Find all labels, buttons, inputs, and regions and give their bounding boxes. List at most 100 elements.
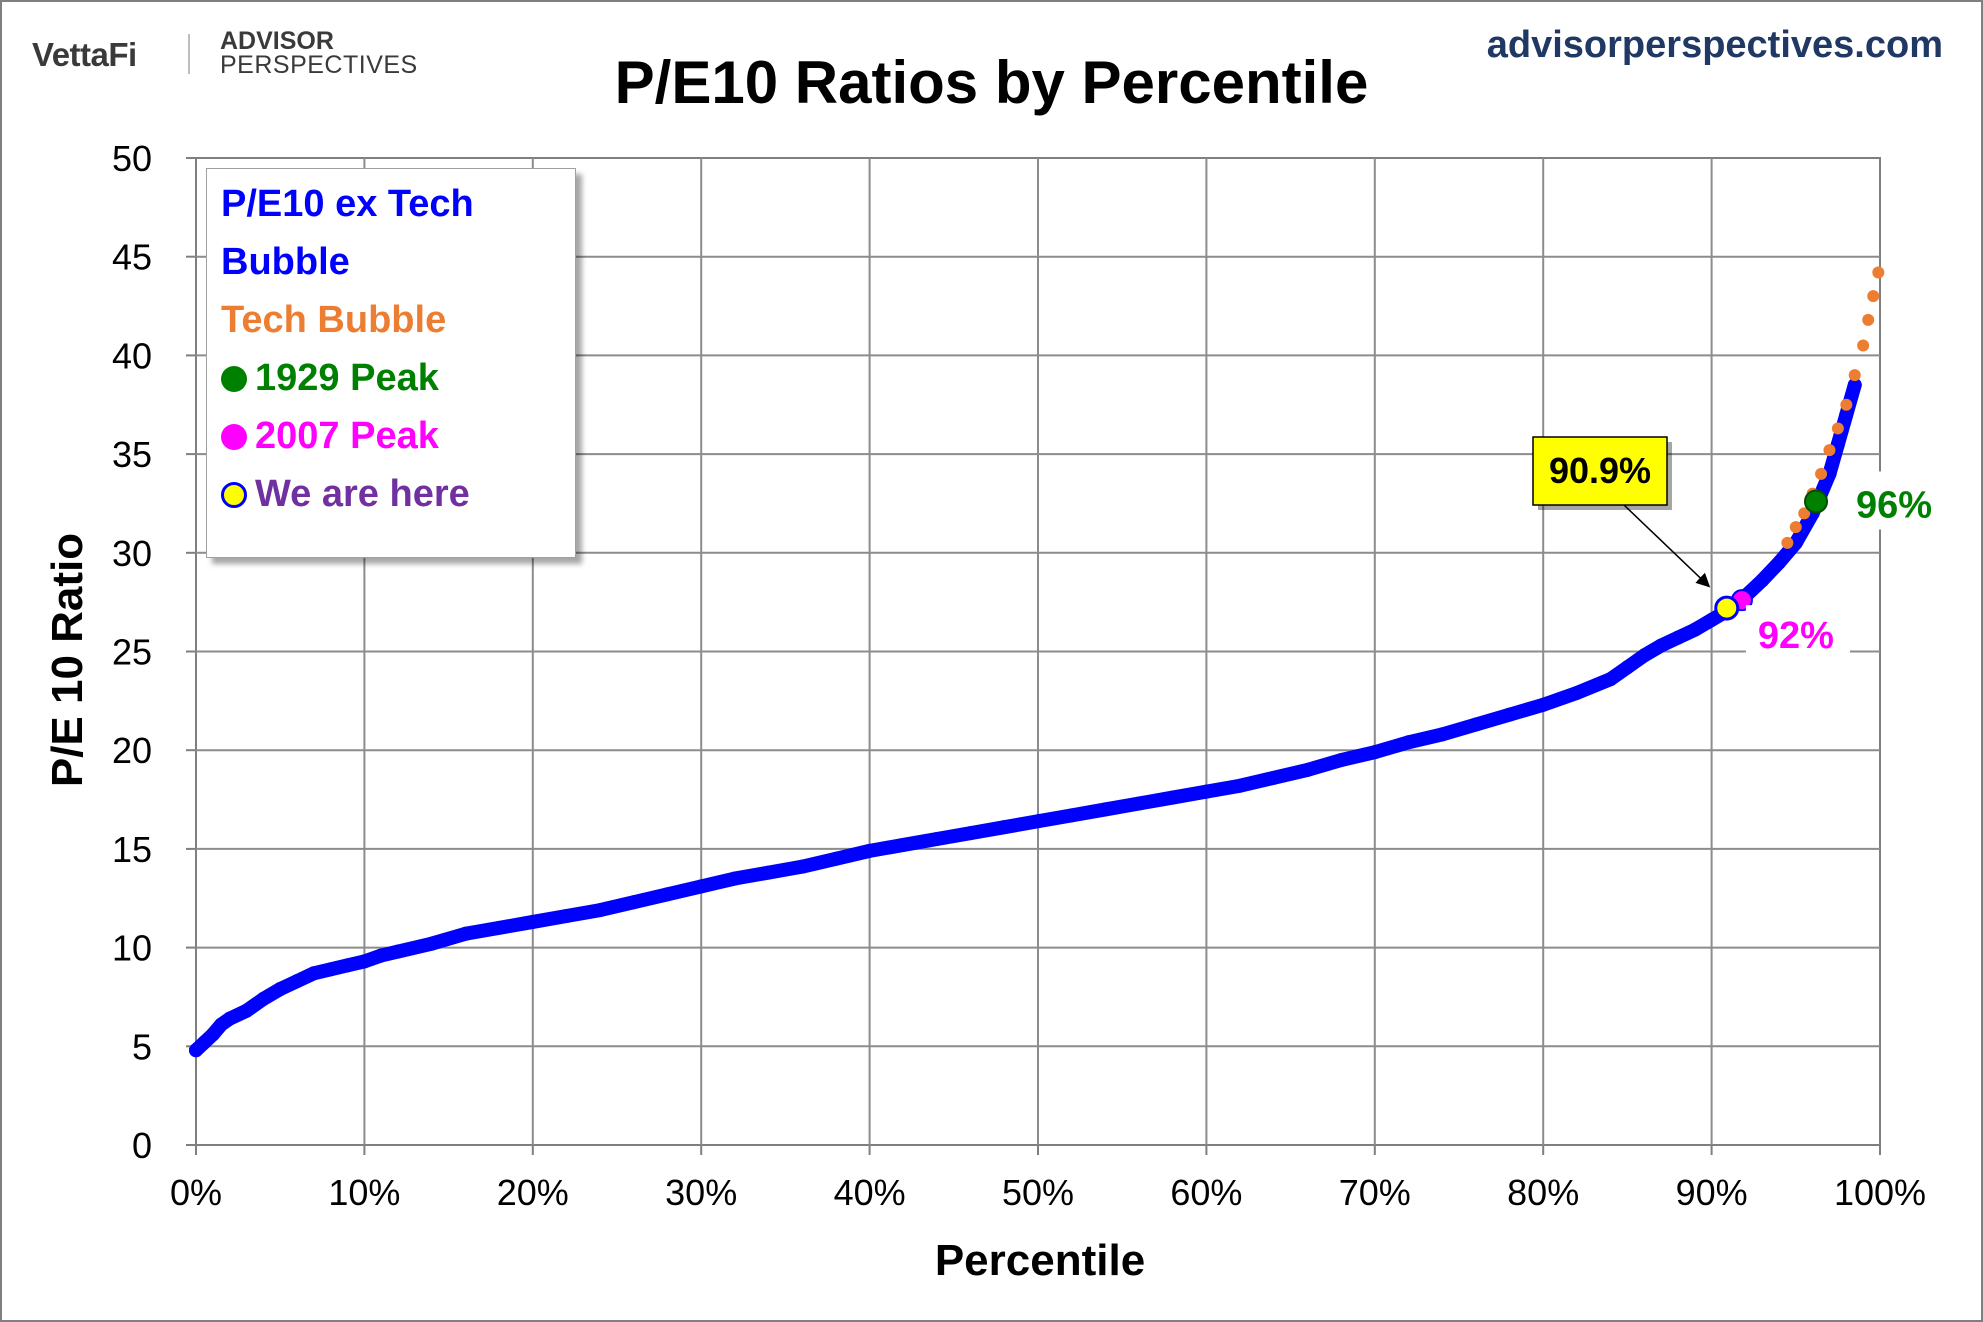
ex-tech-bubble-point — [1199, 784, 1214, 799]
ex-tech-bubble-point — [525, 914, 540, 929]
y-axis-ticks: 0 5 10 15 20 25 30 35 40 45 50 — [112, 138, 196, 1166]
y-tick-label: 20 — [112, 730, 152, 771]
ex-tech-bubble-point — [828, 851, 843, 866]
callout-box — [1532, 436, 1668, 506]
series-tech-bubble — [1781, 266, 1885, 549]
x-tick-label: 80% — [1507, 1172, 1579, 1213]
ex-tech-bubble-point — [1132, 796, 1147, 811]
ex-tech-bubble-point — [323, 962, 338, 977]
advisor-logo-line2: PERSPECTIVES — [220, 51, 418, 79]
ex-tech-bubble-point — [1064, 808, 1079, 823]
ex-tech-bubble-point — [458, 926, 473, 941]
ex-tech-bubble-point — [593, 903, 608, 918]
tech-bubble-point — [1840, 398, 1853, 411]
ex-tech-bubble-point — [1687, 622, 1702, 637]
ex-tech-bubble-point — [222, 1011, 237, 1026]
ex-tech-bubble-point — [1367, 745, 1382, 760]
ex-tech-bubble-point — [1165, 790, 1180, 805]
ex-tech-bubble-point — [290, 974, 305, 989]
ex-tech-bubble-point — [1755, 573, 1770, 588]
ex-tech-bubble-point — [205, 1027, 220, 1042]
peak-markers: 96% 92% 90.9% — [1532, 436, 1949, 662]
ex-tech-bubble-point — [374, 948, 389, 963]
ex-tech-bubble-point — [1233, 778, 1248, 793]
label-2007-percent: 92% — [1758, 615, 1834, 657]
magenta-dot-icon — [221, 424, 247, 450]
ex-tech-bubble-point — [239, 1003, 254, 1018]
grid-lines — [195, 157, 1881, 1146]
label-96-background — [1844, 471, 1949, 530]
y-tick-label: 0 — [132, 1125, 152, 1166]
x-tick-label: 60% — [1170, 1172, 1242, 1213]
y-tick-label: 10 — [112, 928, 152, 969]
legend-2007-label: 2007 Peak — [255, 415, 439, 457]
ex-tech-bubble-point — [1300, 762, 1315, 777]
tech-bubble-point — [1867, 290, 1880, 303]
y-tick-label: 25 — [112, 632, 152, 673]
x-tick-label: 40% — [834, 1172, 906, 1213]
ex-tech-bubble-point — [1536, 697, 1551, 712]
ex-tech-bubble-point — [1654, 638, 1669, 653]
y-tick-label: 35 — [112, 434, 152, 475]
tech-bubble-point — [1872, 266, 1885, 279]
x-tick-label: 70% — [1339, 1172, 1411, 1213]
ex-tech-bubble-point — [1620, 660, 1635, 675]
green-dot-icon — [221, 366, 247, 392]
ex-tech-bubble-point — [1569, 685, 1584, 700]
ex-tech-bubble-point — [492, 920, 507, 935]
x-tick-label: 30% — [665, 1172, 737, 1213]
legend-tech-bubble: Tech Bubble — [221, 299, 447, 341]
tech-bubble-point — [1862, 313, 1875, 326]
ex-tech-bubble-point — [1334, 753, 1349, 768]
legend-ex-tech-line1: P/E10 ex Tech — [221, 183, 474, 225]
ex-tech-bubble-point — [997, 820, 1012, 835]
ex-tech-bubble-point — [795, 859, 810, 874]
ex-tech-bubble-point — [1704, 612, 1719, 627]
ex-tech-bubble-point — [256, 991, 271, 1006]
tech-bubble-point — [1781, 536, 1794, 549]
ex-tech-bubble-point — [391, 944, 406, 959]
ex-tech-bubble-point — [694, 879, 709, 894]
marker-we-are-here — [1714, 595, 1740, 621]
legend-1929-peak: 1929 Peak — [221, 357, 439, 400]
ex-tech-bubble-point — [727, 871, 742, 886]
x-tick-label: 10% — [328, 1172, 400, 1213]
x-tick-label: 50% — [1002, 1172, 1074, 1213]
tech-bubble-point — [1823, 444, 1836, 457]
ex-tech-bubble-point — [1822, 466, 1837, 481]
yellow-dot-icon — [221, 482, 247, 508]
ex-tech-bubble-point — [340, 958, 355, 973]
ex-tech-bubble-point — [929, 832, 944, 847]
ex-tech-bubble-point — [559, 909, 574, 924]
tech-bubble-point — [1798, 507, 1811, 520]
site-url: advisorperspectives.com — [1486, 24, 1943, 66]
ex-tech-bubble-point — [1839, 407, 1854, 422]
legend: P/E10 ex Tech Bubble Tech Bubble 1929 Pe… — [206, 168, 576, 558]
advisor-logo-line1: ADVISOR — [220, 27, 334, 55]
ex-tech-bubble-point — [1098, 802, 1113, 817]
ex-tech-bubble-point — [1670, 630, 1685, 645]
ex-tech-bubble-point — [626, 895, 641, 910]
y-tick-label: 45 — [112, 237, 152, 278]
tech-bubble-point — [1857, 339, 1870, 352]
y-tick-label: 40 — [112, 335, 152, 376]
legend-ex-tech-line2: Bubble — [221, 241, 350, 283]
x-tick-label: 90% — [1676, 1172, 1748, 1213]
callout-label: 90.9% — [1549, 450, 1651, 491]
ex-tech-bubble-point — [1788, 535, 1803, 550]
ex-tech-bubble-point — [1637, 648, 1652, 663]
ex-tech-bubble-point — [273, 982, 288, 997]
ex-tech-bubble-point — [896, 837, 911, 852]
y-axis-label: P/E 10 Ratio — [43, 533, 92, 787]
legend-here-label: We are here — [255, 473, 470, 515]
legend-1929-label: 1929 Peak — [255, 357, 439, 399]
ex-tech-bubble-point — [963, 826, 978, 841]
tech-bubble-point — [1848, 369, 1861, 382]
ex-tech-bubble-point — [1771, 555, 1786, 570]
ex-tech-bubble-point — [1603, 672, 1618, 687]
chart-title: P/E10 Ratios by Percentile — [614, 49, 1369, 116]
label-92-background — [1745, 605, 1850, 662]
x-tick-label: 20% — [497, 1172, 569, 1213]
x-axis-label: Percentile — [935, 1236, 1145, 1285]
